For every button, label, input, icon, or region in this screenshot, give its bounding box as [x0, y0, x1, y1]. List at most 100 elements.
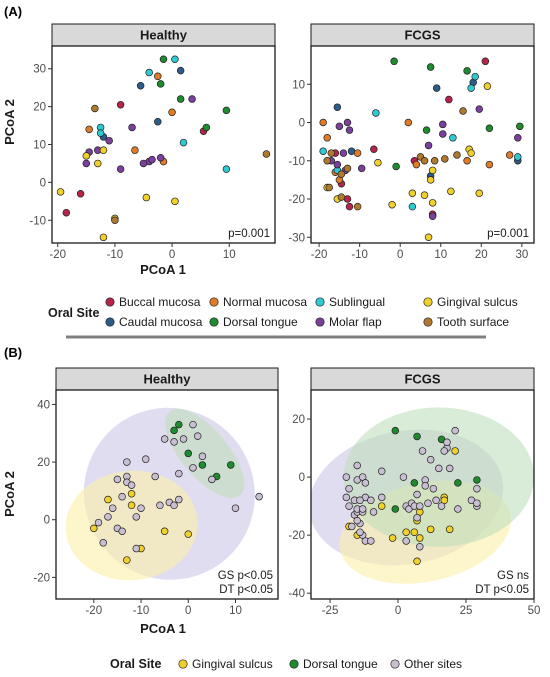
x-tick-label: -25 [322, 605, 339, 617]
point-gingival-sulcus [483, 82, 492, 90]
point-buccal-mucosa [345, 202, 354, 211]
point-dorsal-tongue [156, 80, 165, 88]
point-other-sites [170, 438, 178, 446]
point-tooth-surface [337, 170, 346, 178]
x-tick-label: 0 [395, 605, 401, 617]
point-buccal-mucosa [62, 208, 71, 217]
point-gingival-sulcus [428, 166, 437, 175]
point-gingival-sulcus [426, 176, 435, 184]
point-other-sites [429, 484, 438, 493]
point-sublingual [372, 109, 380, 117]
point-other-sites [432, 496, 440, 505]
point-other-sites [348, 522, 356, 531]
point-gingival-sulcus [475, 189, 484, 198]
point-sublingual [145, 68, 153, 77]
legend-b-key [178, 659, 188, 669]
facet-label: FCGS [404, 372, 440, 387]
point-dorsal-tongue [176, 95, 185, 103]
point-other-sites [356, 496, 364, 505]
point-dorsal-tongue [202, 123, 211, 132]
x-tick-label: -10 [351, 249, 368, 261]
point-sublingual [179, 138, 188, 147]
legend-a-item-label: Gingival sulcus [437, 295, 518, 309]
y-tick-label: -10 [288, 156, 305, 168]
point-other-sites [445, 464, 454, 473]
point-other-sites [113, 475, 122, 484]
point-other-sites [208, 475, 216, 484]
x-tick-label: 50 [528, 605, 541, 617]
point-tooth-surface [325, 183, 333, 192]
point-gingival-sulcus [374, 158, 382, 167]
point-normal-mucosa [412, 160, 421, 169]
point-caudal-mucosa [333, 103, 342, 111]
confidence-ellipse-dorsal-tongue [343, 407, 534, 547]
panel-b-x-axis-label: PCoA 1 [140, 621, 186, 636]
point-other-sites [356, 528, 364, 536]
point-sublingual [471, 72, 479, 81]
point-other-sites [132, 544, 141, 553]
point-other-sites [175, 495, 183, 504]
x-tick-label: -20 [311, 249, 328, 261]
point-other-sites [137, 504, 145, 512]
legend-a: Oral Site Buccal mucosa Caudal mucosa Norm… [48, 295, 518, 329]
point-gingival-sulcus [56, 188, 65, 196]
point-gingival-sulcus [90, 524, 98, 533]
legend-a-key [315, 317, 325, 327]
point-tooth-surface [453, 151, 461, 159]
point-molar-flap [116, 165, 125, 173]
panel-b-healthy-plot: Healthy -20 -10 0 10 -20 0 20 40 GS p<0.05 DT p<0.… [33, 367, 279, 617]
legend-a-item-label: Tooth surface [437, 315, 509, 329]
point-other-sites [413, 490, 421, 499]
legend-b-item-label: Gingival sulcus [192, 657, 273, 671]
point-other-sites [198, 452, 207, 461]
legend-b-title: Oral Site [110, 657, 161, 671]
stat-annotation: DT p<0.05 [219, 584, 273, 596]
point-sublingual [449, 134, 457, 142]
x-tick-label: -20 [85, 605, 102, 617]
y-tick-label: 40 [37, 399, 50, 411]
point-caudal-mucosa [432, 84, 441, 92]
point-other-sites [377, 493, 386, 502]
point-gingival-sulcus [377, 502, 386, 510]
point-normal-mucosa [353, 149, 362, 157]
point-gingival-sulcus [447, 187, 455, 196]
point-molar-flap [188, 95, 196, 103]
point-normal-mucosa [131, 146, 139, 154]
point-molar-flap [345, 126, 354, 134]
stat-annotation: p=0.001 [228, 228, 270, 240]
panel-a-y-axis-label: PCoA 2 [2, 99, 17, 145]
point-tooth-surface [111, 216, 119, 225]
x-tick-label: 10 [229, 605, 242, 617]
point-molar-flap [514, 134, 522, 142]
point-caudal-mucosa [154, 118, 162, 126]
panel-a-healthy-plot: Healthy -20 -10 0 10 -10 0 10 20 30 p=0.001 [29, 23, 276, 261]
point-gingival-sulcus [123, 556, 131, 564]
point-molar-flap [335, 122, 344, 131]
point-gingival-sulcus [127, 490, 136, 498]
legend-a-key [423, 297, 433, 307]
point-normal-mucosa [168, 108, 176, 117]
point-other-sites [402, 537, 410, 545]
y-tick-label: 10 [292, 79, 305, 91]
point-other-sites [231, 504, 240, 512]
point-other-sites [426, 455, 435, 464]
x-tick-label: -10 [107, 249, 124, 261]
point-other-sites [440, 447, 449, 455]
point-other-sites [473, 484, 481, 493]
point-dorsal-tongue [159, 55, 168, 64]
point-dorsal-tongue [485, 124, 494, 132]
plot-area [52, 46, 275, 243]
point-caudal-mucosa [176, 66, 185, 75]
point-dorsal-tongue [184, 449, 193, 458]
point-normal-mucosa [323, 134, 331, 142]
point-other-sites [413, 513, 421, 522]
legend-a-key [423, 317, 433, 327]
x-tick-label: 30 [515, 249, 528, 261]
point-molar-flap [439, 120, 447, 129]
point-other-sites [345, 502, 353, 510]
point-gingival-sulcus [142, 193, 151, 202]
point-tooth-surface [353, 202, 362, 211]
legend-a-item-label: Sublingual [329, 295, 385, 309]
point-dorsal-tongue [227, 461, 235, 469]
legend-a-item-label: Dorsal tongue [223, 315, 298, 329]
